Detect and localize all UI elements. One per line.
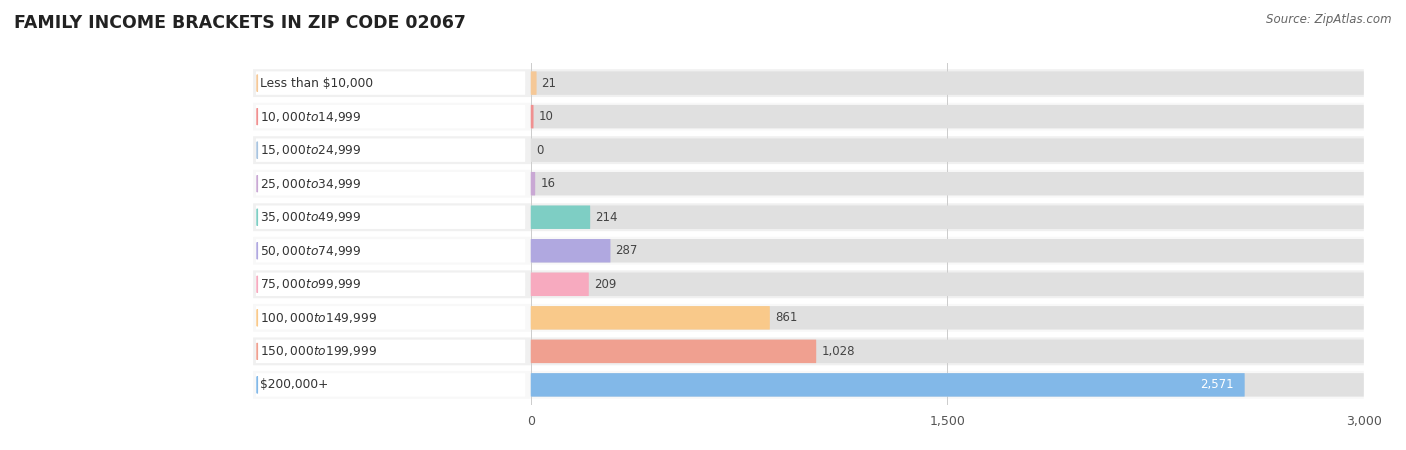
Text: $35,000 to $49,999: $35,000 to $49,999 — [260, 210, 361, 224]
Text: 214: 214 — [595, 211, 617, 224]
FancyBboxPatch shape — [531, 373, 1244, 396]
Text: $50,000 to $74,999: $50,000 to $74,999 — [260, 244, 361, 258]
Text: 2,571: 2,571 — [1199, 378, 1233, 392]
FancyBboxPatch shape — [256, 373, 526, 396]
FancyBboxPatch shape — [256, 72, 526, 95]
Text: $200,000+: $200,000+ — [260, 378, 328, 392]
FancyBboxPatch shape — [253, 304, 1364, 332]
Text: Source: ZipAtlas.com: Source: ZipAtlas.com — [1267, 14, 1392, 27]
FancyBboxPatch shape — [531, 239, 610, 262]
Text: 861: 861 — [775, 311, 797, 324]
FancyBboxPatch shape — [253, 69, 1364, 97]
FancyBboxPatch shape — [256, 340, 526, 363]
Text: $100,000 to $149,999: $100,000 to $149,999 — [260, 311, 377, 325]
Text: 287: 287 — [616, 244, 638, 257]
Text: FAMILY INCOME BRACKETS IN ZIP CODE 02067: FAMILY INCOME BRACKETS IN ZIP CODE 02067 — [14, 14, 465, 32]
FancyBboxPatch shape — [531, 306, 770, 329]
Text: Less than $10,000: Less than $10,000 — [260, 76, 373, 90]
Text: 1,028: 1,028 — [821, 345, 855, 358]
FancyBboxPatch shape — [253, 270, 1364, 298]
Text: 21: 21 — [541, 76, 557, 90]
Text: 10: 10 — [538, 110, 554, 123]
Text: 16: 16 — [540, 177, 555, 190]
FancyBboxPatch shape — [256, 306, 526, 329]
FancyBboxPatch shape — [531, 206, 591, 229]
FancyBboxPatch shape — [531, 139, 1364, 162]
Text: 0: 0 — [536, 144, 543, 157]
FancyBboxPatch shape — [256, 139, 526, 162]
Text: $10,000 to $14,999: $10,000 to $14,999 — [260, 110, 361, 124]
FancyBboxPatch shape — [253, 136, 1364, 164]
FancyBboxPatch shape — [253, 237, 1364, 265]
Text: $150,000 to $199,999: $150,000 to $199,999 — [260, 344, 377, 358]
FancyBboxPatch shape — [531, 105, 1364, 128]
Text: $25,000 to $34,999: $25,000 to $34,999 — [260, 177, 361, 191]
FancyBboxPatch shape — [531, 72, 1364, 95]
FancyBboxPatch shape — [531, 172, 1364, 195]
FancyBboxPatch shape — [256, 239, 526, 262]
FancyBboxPatch shape — [531, 206, 1364, 229]
FancyBboxPatch shape — [531, 72, 537, 95]
FancyBboxPatch shape — [256, 206, 526, 229]
FancyBboxPatch shape — [531, 105, 533, 128]
FancyBboxPatch shape — [531, 373, 1364, 396]
FancyBboxPatch shape — [253, 103, 1364, 130]
FancyBboxPatch shape — [531, 273, 1364, 296]
FancyBboxPatch shape — [531, 340, 817, 363]
FancyBboxPatch shape — [256, 105, 526, 128]
Text: 209: 209 — [593, 278, 616, 291]
FancyBboxPatch shape — [531, 340, 1364, 363]
FancyBboxPatch shape — [253, 203, 1364, 231]
FancyBboxPatch shape — [253, 338, 1364, 365]
FancyBboxPatch shape — [531, 306, 1364, 329]
Text: $15,000 to $24,999: $15,000 to $24,999 — [260, 143, 361, 157]
FancyBboxPatch shape — [256, 172, 526, 195]
FancyBboxPatch shape — [253, 170, 1364, 198]
FancyBboxPatch shape — [531, 273, 589, 296]
Text: $75,000 to $99,999: $75,000 to $99,999 — [260, 277, 361, 291]
FancyBboxPatch shape — [253, 371, 1364, 399]
FancyBboxPatch shape — [531, 239, 1364, 262]
FancyBboxPatch shape — [531, 172, 536, 195]
FancyBboxPatch shape — [256, 273, 526, 296]
